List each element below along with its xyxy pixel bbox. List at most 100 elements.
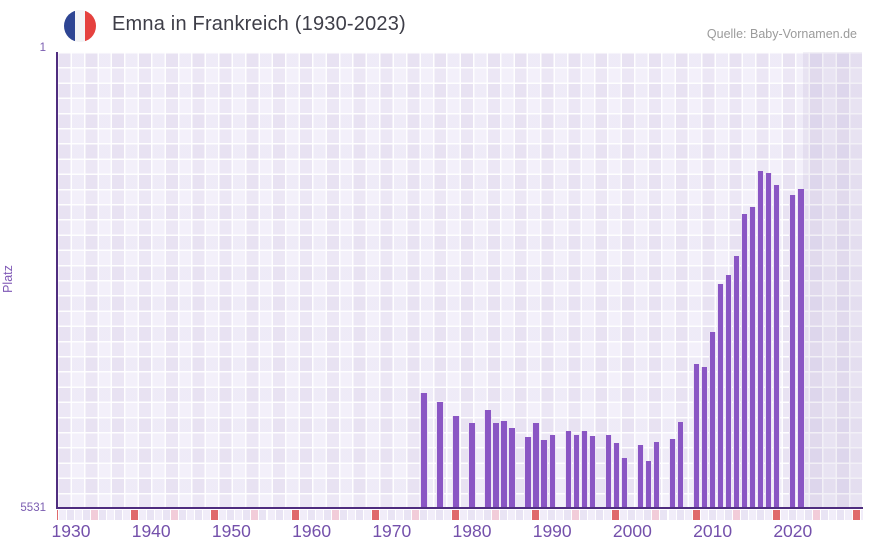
bar-1983[interactable] (492, 422, 500, 508)
strip-square (187, 510, 195, 520)
strip-square (283, 510, 291, 520)
strip-square (355, 510, 363, 520)
strip-square (644, 510, 652, 520)
strip-square (684, 510, 692, 520)
bar-2021[interactable] (797, 188, 805, 508)
bar-1999[interactable] (620, 458, 629, 508)
bar-1978[interactable] (452, 416, 460, 508)
x-tick-1940: 1940 (131, 521, 171, 541)
strip-square (395, 510, 403, 520)
bar-1982[interactable] (484, 409, 492, 508)
strip-square (163, 510, 171, 520)
strip-square (588, 510, 596, 520)
bar-1980[interactable] (468, 422, 476, 508)
bar-2017[interactable] (765, 173, 773, 508)
strip-square (419, 510, 427, 520)
bar-1985[interactable] (508, 427, 516, 508)
strip-square (804, 510, 812, 520)
bar-2001[interactable] (636, 445, 645, 508)
bar-1998[interactable] (612, 442, 621, 508)
bar-2011[interactable] (716, 284, 725, 508)
strip-square (668, 510, 676, 520)
strip-square (459, 510, 467, 520)
strip-square (540, 510, 548, 520)
strip-square (580, 510, 588, 520)
bar-1974[interactable] (420, 393, 428, 508)
strip-square (443, 510, 451, 520)
bar-2018[interactable] (773, 184, 781, 508)
bar-2020[interactable] (789, 194, 797, 508)
bar-2008[interactable] (692, 364, 701, 508)
strip-middecade-marker (331, 510, 339, 520)
strip-middecade-marker (572, 510, 580, 520)
strip-square (147, 510, 155, 520)
bar-2012[interactable] (724, 274, 733, 508)
strip-square (564, 510, 572, 520)
bar-1989[interactable] (540, 440, 548, 508)
bar-2013[interactable] (732, 255, 741, 508)
strip-square (107, 510, 115, 520)
strip-square (676, 510, 684, 520)
bar-2014[interactable] (740, 213, 749, 508)
strip-square (75, 510, 83, 520)
x-tick-2000: 2000 (612, 521, 652, 541)
strip-square (58, 510, 66, 520)
french-flag-icon (64, 10, 96, 42)
strip-square (339, 510, 347, 520)
strip-square (548, 510, 556, 520)
bar-2016[interactable] (757, 170, 765, 508)
bar-2003[interactable] (652, 441, 661, 508)
strip-square (756, 510, 764, 520)
strip-square (83, 510, 91, 520)
bar-2006[interactable] (676, 422, 685, 508)
bar-1997[interactable] (604, 435, 613, 508)
x-tick-2010: 2010 (693, 521, 733, 541)
bar-1976[interactable] (436, 402, 444, 508)
strip-square (660, 510, 668, 520)
strip-square (700, 510, 708, 520)
strip-square (508, 510, 516, 520)
x-tick-1990: 1990 (532, 521, 572, 541)
strip-square (195, 510, 203, 520)
bar-1987[interactable] (524, 437, 532, 508)
strip-square (179, 510, 187, 520)
strip-square (828, 510, 836, 520)
x-tick-1950: 1950 (211, 521, 251, 541)
bar-2005[interactable] (668, 439, 677, 508)
strip-square (347, 510, 355, 520)
x-axis-line (56, 507, 863, 509)
strip-square (500, 510, 508, 520)
flag-red-stripe (85, 10, 96, 42)
bar-1990[interactable] (548, 435, 556, 508)
bar-2002[interactable] (644, 460, 653, 508)
bar-2015[interactable] (749, 206, 757, 508)
strip-square (796, 510, 804, 520)
bar-2010[interactable] (708, 332, 717, 508)
bar-1994[interactable] (580, 431, 588, 508)
strip-middecade-marker (812, 510, 820, 520)
strip-square (243, 510, 251, 520)
bar-1993[interactable] (572, 435, 580, 508)
strip-square (299, 510, 307, 520)
x-tick-1930: 1930 (51, 521, 91, 541)
bar-1988[interactable] (532, 422, 540, 508)
bar-1992[interactable] (564, 431, 572, 508)
strip-square (844, 510, 852, 520)
bar-2009[interactable] (700, 366, 709, 508)
strip-square (748, 510, 756, 520)
source-credit: Quelle: Baby-Vornamen.de (706, 27, 857, 41)
bar-1984[interactable] (500, 420, 508, 508)
strip-square (403, 510, 411, 520)
x-tick-1970: 1970 (372, 521, 412, 541)
flag-white-stripe (75, 10, 85, 42)
strip-square (468, 510, 475, 520)
strip-middecade-marker (732, 510, 740, 520)
x-axis-tick-strip (57, 510, 863, 520)
strip-square (67, 510, 74, 520)
strip-square (307, 510, 315, 520)
bar-1995[interactable] (588, 436, 596, 508)
strip-square (275, 510, 283, 520)
strip-square (235, 510, 243, 520)
strip-square (155, 510, 163, 520)
